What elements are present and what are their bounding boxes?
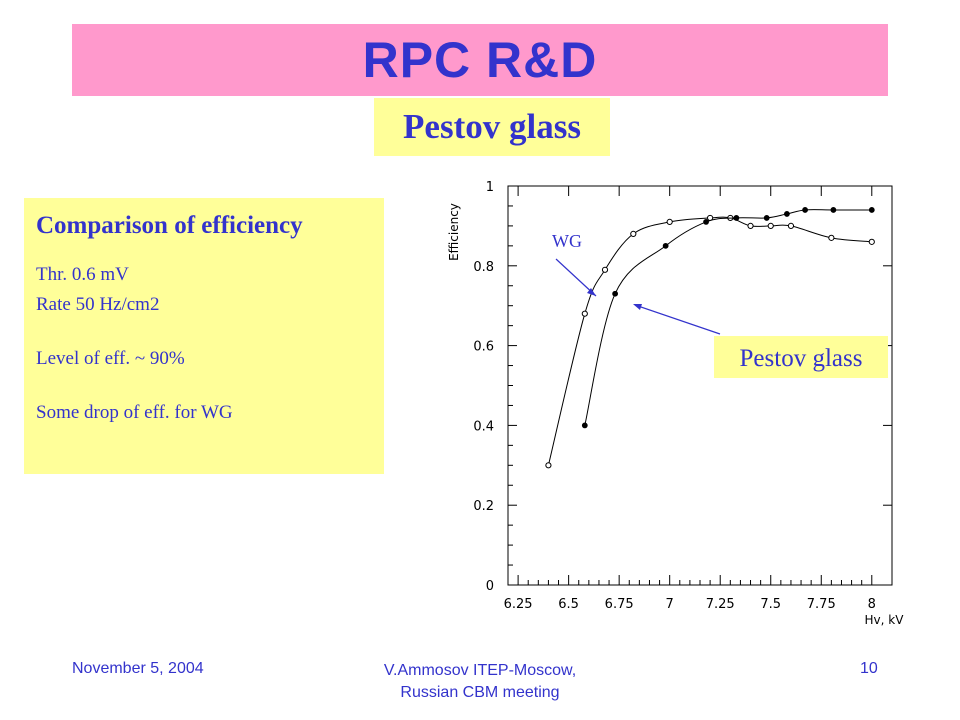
slide-title: RPC R&D (362, 32, 598, 88)
data-point-pestov-glass (733, 215, 740, 221)
data-point-wg (601, 266, 609, 273)
data-point-wg (828, 234, 835, 241)
y-tick-label: 0.2 (473, 499, 494, 514)
info-spacer (36, 320, 372, 344)
chart-annotations: WG Pestov glass (536, 219, 888, 378)
x-tick-label: 7.5 (760, 597, 781, 612)
footer-author-block: V.Ammosov ITEP-Moscow, Russian CBM meeti… (330, 660, 630, 704)
data-point-pestov-glass (581, 422, 588, 429)
chart-series (545, 207, 875, 469)
data-point-pestov-glass (802, 207, 808, 213)
footer-page-number: 10 (860, 660, 878, 677)
pestov-arrow (634, 304, 721, 335)
info-drop: Some drop of eff. for WG (36, 402, 233, 423)
data-point-wg (747, 222, 754, 230)
wg-arrow-head (587, 288, 596, 296)
series-line-pestov-glass (584, 209, 872, 426)
data-point-wg (868, 238, 875, 245)
data-point-wg (767, 222, 774, 230)
data-point-pestov-glass (784, 211, 790, 217)
data-point-pestov-glass (763, 215, 770, 221)
x-tick-label: 7.75 (807, 597, 836, 612)
y-tick-label: 0.4 (473, 419, 494, 434)
x-tick-label: 7 (666, 597, 674, 612)
data-point-pestov-glass (612, 290, 619, 297)
pestov-arrow-head (633, 304, 642, 310)
footer-date: November 5, 2004 (72, 660, 204, 677)
wg-callout-box (536, 219, 598, 259)
info-panel: Comparison of efficiency Thr. 0.6 mV Rat… (24, 198, 384, 474)
x-tick-label: 7.25 (706, 597, 735, 612)
pestov-callout-label: Pestov glass (740, 345, 863, 372)
data-point-pestov-glass (868, 207, 875, 213)
data-point-wg (545, 462, 552, 469)
y-tick-label: 0 (486, 579, 494, 594)
wg-callout-label: WG (552, 231, 582, 251)
chart-svg: 0 0.2 0.4 0.6 0.8 1 6.25 6.5 6.75 7 7.25 7.5 7.75 8 Ef… (447, 180, 904, 627)
y-tick-label: 0.6 (473, 340, 494, 355)
wg-arrow (555, 258, 597, 297)
footer-author: V.Ammosov ITEP-Moscow, (383, 662, 577, 679)
data-point-pestov-glass (703, 219, 709, 225)
data-point-wg (630, 230, 637, 237)
chart-axes: 0 0.2 0.4 0.6 0.8 1 6.25 6.5 6.75 7 7.25 7.5 7.75 8 Ef… (447, 180, 904, 627)
y-tick-label: 0.8 (473, 260, 494, 275)
x-tick-label: 8 (868, 597, 876, 612)
info-spacer (36, 374, 372, 398)
data-point-wg (666, 218, 673, 226)
x-tick-label: 6.75 (605, 597, 634, 612)
info-rate: Rate 50 Hz/cm2 (36, 294, 160, 315)
data-point-pestov-glass (662, 242, 669, 249)
efficiency-chart: 0 0.2 0.4 0.6 0.8 1 6.25 6.5 6.75 7 7.25 7.5 7.75 8 Ef… (432, 172, 912, 630)
y-tick-label: 1 (486, 180, 494, 195)
y-axis-title: Efficiency (447, 203, 461, 261)
x-tick-label: 6.5 (558, 597, 579, 612)
subtitle-banner: Pestov glass (374, 98, 610, 156)
info-level: Level of eff. ~ 90% (36, 348, 185, 369)
info-heading: Comparison of efficiency (36, 212, 303, 239)
info-threshold: Thr. 0.6 mV (36, 264, 129, 285)
pestov-callout-box (714, 336, 888, 378)
title-banner: RPC R&D (72, 24, 888, 96)
data-point-pestov-glass (830, 207, 837, 213)
x-tick-label: 6.25 (504, 597, 533, 612)
data-point-wg (787, 222, 795, 230)
data-point-wg (581, 310, 588, 317)
slide-subtitle: Pestov glass (403, 107, 581, 146)
footer-meeting: Russian CBM meeting (400, 684, 560, 701)
x-axis-title: Hv, kV (865, 613, 905, 627)
